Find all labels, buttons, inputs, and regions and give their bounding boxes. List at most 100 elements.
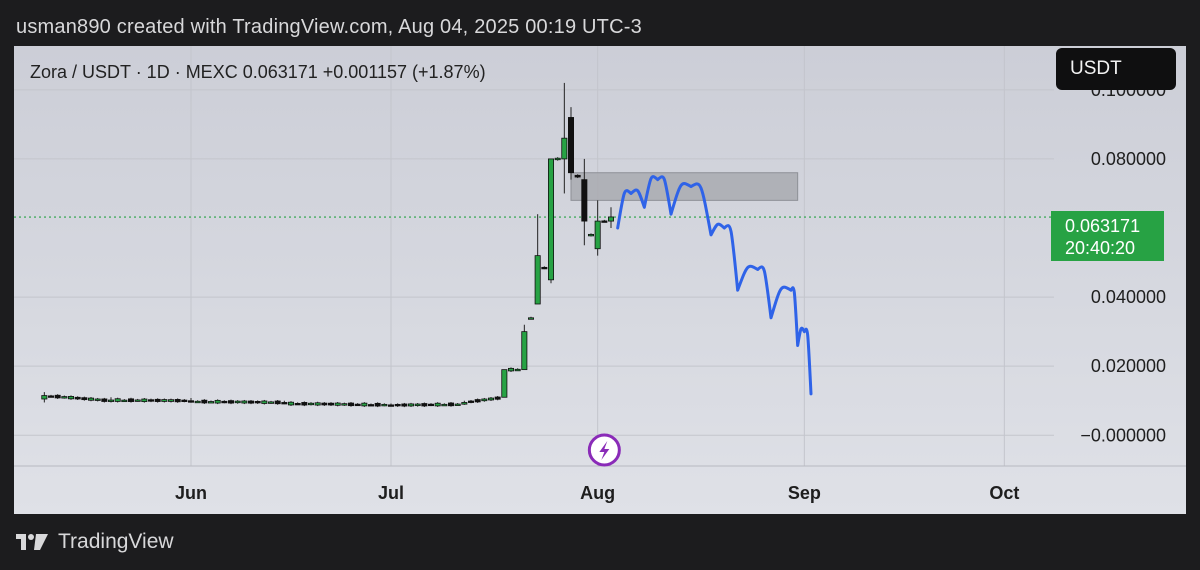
candle: [281, 400, 288, 405]
candle: [487, 397, 494, 401]
candle: [201, 399, 208, 404]
candle: [227, 399, 234, 405]
candle: [608, 207, 615, 228]
candle: [101, 397, 108, 403]
candle: [581, 158, 588, 246]
candle: [154, 398, 161, 403]
candle: [381, 403, 388, 407]
candle: [161, 398, 168, 403]
candle: [568, 107, 575, 180]
top-caption: usman890 created with TradingView.com, A…: [16, 16, 642, 38]
candle: [528, 316, 535, 320]
candle: [441, 403, 448, 407]
last-price-value: 0.063171: [1065, 216, 1141, 236]
candle: [521, 324, 528, 371]
candle: [434, 402, 441, 407]
candle: [454, 403, 461, 406]
candle: [321, 402, 328, 406]
x-tick-label: Jul: [378, 483, 404, 503]
candle: [147, 398, 154, 403]
candle: [501, 369, 508, 398]
candle: [74, 396, 81, 401]
candle: [421, 402, 428, 408]
grid-lines: [14, 46, 1186, 467]
candle: [394, 403, 401, 407]
candle: [121, 399, 128, 403]
candle: [361, 402, 368, 407]
candle: [128, 397, 135, 403]
candle: [334, 401, 341, 407]
candle: [541, 266, 548, 270]
price-chart[interactable]: 0.1000000.0800000.0400000.020000−0.00000…: [14, 46, 1186, 514]
candle: [114, 397, 121, 403]
candle: [407, 402, 414, 407]
candle: [41, 392, 48, 403]
candle: [347, 402, 354, 407]
symbol-line: Zora / USDT · 1D · MEXC 0.063171 +0.0011…: [30, 62, 486, 82]
x-tick-label: Sep: [788, 483, 821, 503]
lightning-icon[interactable]: [587, 433, 621, 467]
candle: [194, 400, 201, 404]
candle: [141, 398, 148, 403]
candle: [507, 367, 514, 372]
candle: [167, 398, 174, 403]
candle: [94, 397, 101, 402]
x-axis: Jun Jul Aug Sep Oct: [175, 483, 1019, 503]
candle: [447, 401, 454, 407]
candle: [354, 403, 361, 407]
candle: [134, 398, 141, 402]
candle: [374, 402, 381, 408]
x-tick-label: Oct: [989, 483, 1019, 503]
candle: [54, 394, 61, 399]
bar-countdown: 20:40:20: [1065, 238, 1136, 258]
candle: [181, 399, 188, 403]
currency-selector-button[interactable]: USDT: [1056, 48, 1176, 90]
candles-layer: [41, 82, 615, 408]
candle: [301, 401, 308, 407]
brand-label: TradingView: [58, 530, 174, 553]
candle: [554, 157, 561, 161]
candle: [48, 394, 55, 398]
candle: [601, 219, 608, 223]
candle: [287, 401, 294, 406]
resistance-zone[interactable]: [570, 172, 799, 201]
candle: [214, 399, 221, 405]
y-tick-label: 0.040000: [1091, 287, 1166, 307]
candle: [341, 402, 348, 406]
candle: [174, 398, 181, 403]
candle: [247, 399, 254, 405]
y-tick-label: 0.020000: [1091, 356, 1166, 376]
candle: [207, 400, 214, 404]
candle: [514, 368, 521, 372]
candle: [61, 395, 68, 399]
candle: [594, 200, 601, 256]
candle: [494, 395, 501, 401]
candle: [548, 158, 555, 284]
tradingview-logo-icon: [16, 534, 48, 550]
candle: [81, 396, 88, 401]
candle: [574, 174, 581, 179]
candle: [534, 214, 541, 305]
candle: [254, 400, 261, 404]
projection-path[interactable]: [616, 175, 813, 396]
candle: [461, 400, 468, 405]
y-axis: 0.1000000.0800000.0400000.020000−0.00000…: [1080, 80, 1166, 445]
candle: [427, 403, 434, 407]
y-tick-label: 0.080000: [1091, 149, 1166, 169]
candle: [187, 397, 194, 403]
candle: [267, 400, 274, 404]
candle: [401, 402, 408, 408]
chart-panel[interactable]: 0.1000000.0800000.0400000.020000−0.00000…: [14, 46, 1186, 514]
candle: [314, 401, 321, 407]
brand-footer: TradingView: [16, 528, 174, 556]
last-price-tag: 0.063171 20:40:20: [1051, 211, 1164, 261]
candle: [327, 402, 334, 407]
candle: [467, 399, 474, 404]
candle: [294, 402, 301, 406]
candle: [274, 399, 281, 405]
candle: [414, 403, 421, 407]
candle: [561, 82, 568, 194]
candle: [88, 397, 95, 402]
candle: [68, 395, 75, 400]
candle: [221, 400, 228, 404]
